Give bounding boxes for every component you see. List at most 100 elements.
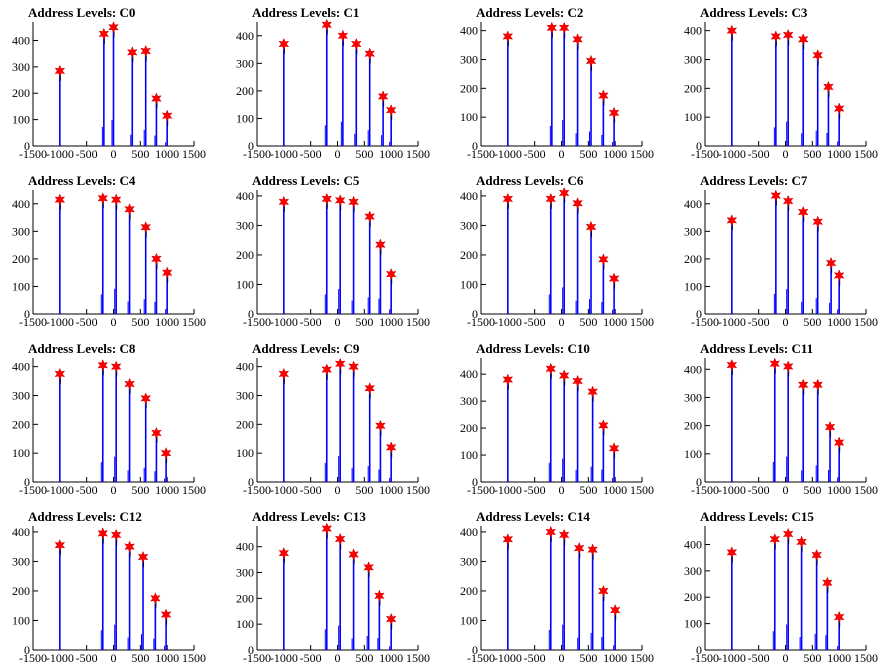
x-tick-label: -500 (748, 147, 770, 161)
x-tick-label: -1000 (46, 651, 74, 665)
y-tick-label: 300 (684, 52, 702, 66)
peak-marker (364, 210, 376, 223)
y-tick-label: 300 (236, 56, 254, 70)
peak-marker (321, 363, 333, 376)
peak-marker (782, 28, 794, 42)
peak-marker (385, 267, 397, 281)
y-tick-label: 300 (236, 218, 254, 232)
x-tick-label: 1500 (406, 147, 430, 161)
y-tick-label: 0 (696, 475, 702, 489)
peak-marker (609, 603, 621, 617)
peak-marker (502, 192, 514, 206)
x-tick-label: -1000 (270, 651, 298, 665)
peak-marker (54, 193, 66, 206)
histogram-plot: 0 100 200 300 400 -1500-1000 -500 0 500 1000 1500 (684, 189, 878, 329)
y-tick-label: 0 (248, 643, 254, 657)
x-tick-label: -1000 (270, 315, 298, 329)
histogram-panel: 0 100 200 300 400 -1500 -1000 -500 0 500 1000 1500 A… (448, 0, 672, 168)
peak-marker (348, 195, 359, 208)
x-tick-label: 1500 (630, 483, 654, 497)
x-tick-label: -500 (748, 315, 770, 329)
y-tick-label: 400 (12, 197, 30, 211)
panel-title: Address Levels: C8 (28, 341, 136, 356)
x-tick-label: 0 (783, 315, 789, 329)
histogram-plot: 0 100 200 300 400 -1500-1000 -500 0 500 1000 1500 (236, 189, 430, 329)
peak-marker (160, 608, 172, 621)
y-tick-label: 100 (460, 613, 478, 627)
y-tick-label: 200 (460, 584, 478, 598)
peak-marker (598, 253, 609, 266)
histogram-panel: 0 100 200 300 400 -1500 -1000 -500 0 500 1000 1500 A… (0, 0, 224, 168)
y-tick-label: 400 (684, 24, 702, 38)
panel-title: Address Levels: C1 (252, 5, 360, 20)
histogram-plot: 0 100 200 300 400 -1500-1000 -500 0 500 1000 1500 (12, 21, 206, 161)
x-tick-label: 500 (579, 651, 597, 665)
x-tick-label: -1000 (46, 147, 74, 161)
peak-marker (608, 442, 620, 455)
histogram-panel: 0 100 200 300 400 -1500 -1000 -500 0 500 1000 1500 A… (672, 0, 896, 168)
histogram-panel: 0 100 200 300 400 -1500 -1000 -500 0 500 1000 1500 A… (224, 504, 448, 672)
peak-marker (54, 367, 66, 381)
y-tick-label: 0 (472, 643, 478, 657)
y-tick-label: 300 (12, 224, 30, 238)
peak-marker (54, 64, 66, 77)
x-tick-label: 1500 (854, 147, 878, 161)
x-tick-label: 1500 (854, 651, 878, 665)
peak-marker (585, 220, 597, 234)
x-tick-label: -1500 (19, 147, 47, 161)
x-tick-label: 1500 (630, 651, 654, 665)
y-tick-label: 300 (684, 224, 702, 238)
x-tick-label: -1500 (19, 315, 47, 329)
y-tick-label: 0 (24, 139, 30, 153)
x-tick-label: -500 (300, 147, 322, 161)
x-tick-label: -500 (76, 651, 98, 665)
peak-marker (110, 193, 122, 206)
histogram-panel: 0 100 200 300 400 -1500 -1000 -500 0 500 1000 1500 A… (0, 504, 224, 672)
x-tick-label: -1000 (494, 147, 522, 161)
peak-marker (385, 441, 397, 454)
x-tick-label: -1000 (46, 315, 74, 329)
peak-marker (151, 252, 162, 266)
x-tick-label: -1000 (270, 483, 298, 497)
peak-marker (824, 420, 836, 434)
histogram-plot: 0 100 200 300 400 -1500-1000 -500 0 500 1000 1500 (684, 357, 878, 497)
peak-marker (797, 378, 809, 391)
peak-marker (726, 214, 738, 227)
peak-marker (812, 49, 824, 62)
y-tick-label: 0 (472, 139, 478, 153)
peak-marker (833, 269, 845, 282)
x-tick-label: 1500 (182, 147, 206, 161)
y-tick-label: 200 (684, 252, 702, 266)
histogram-panel: 0 100 200 300 400 -1500 -1000 -500 0 500 1000 1500 A… (0, 336, 224, 504)
peak-marker (278, 546, 290, 560)
x-tick-label: -1500 (467, 483, 495, 497)
y-tick-label: 0 (472, 475, 478, 489)
y-tick-label: 300 (12, 554, 30, 568)
x-tick-label: -1500 (467, 651, 495, 665)
y-tick-label: 400 (12, 360, 30, 374)
y-tick-label: 400 (236, 29, 254, 43)
peak-marker (126, 46, 138, 59)
peak-marker (385, 104, 397, 117)
x-tick-label: 1000 (827, 651, 851, 665)
y-tick-label: 300 (236, 388, 254, 402)
y-tick-label: 400 (460, 24, 478, 38)
histogram-panel: 0 100 200 300 400 -1500 -1000 -500 0 500 1000 1500 A… (224, 336, 448, 504)
x-tick-label: 1000 (603, 147, 627, 161)
y-tick-label: 200 (12, 86, 30, 100)
histogram-plot: 0 100 200 300 400 -1500-1000 -500 0 500 1000 1500 (684, 22, 878, 161)
y-tick-label: 100 (12, 446, 30, 460)
y-tick-label: 400 (12, 33, 30, 47)
y-tick-label: 0 (696, 307, 702, 321)
x-tick-label: -1500 (467, 147, 495, 161)
histogram-plot: 0 100 200 300 400 -1500-1000 -500 0 500 1000 1500 (12, 358, 206, 497)
x-tick-label: 0 (559, 315, 565, 329)
peak-marker (796, 535, 807, 548)
x-tick-label: 1500 (406, 315, 430, 329)
x-tick-label: -1000 (718, 483, 746, 497)
x-tick-label: 1000 (827, 483, 851, 497)
x-tick-label: 500 (131, 483, 149, 497)
peak-marker (587, 543, 598, 556)
x-tick-label: 0 (335, 147, 341, 161)
peak-marker (348, 548, 359, 561)
